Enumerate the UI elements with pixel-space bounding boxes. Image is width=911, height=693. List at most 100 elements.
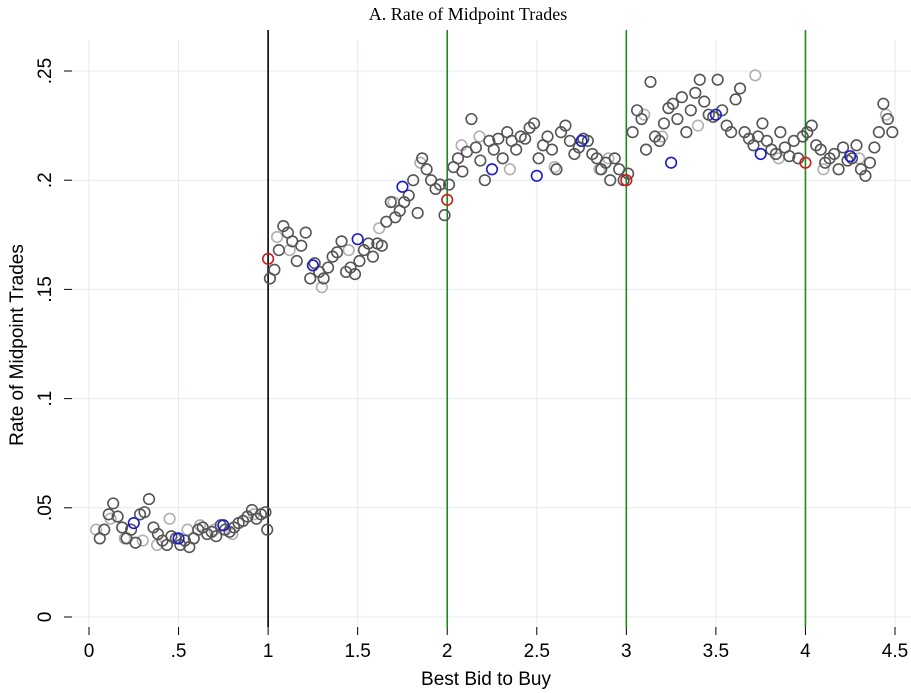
scatter-point [644, 75, 657, 89]
scatter-point [725, 126, 738, 139]
scatter-point [407, 174, 420, 187]
scatter-point [142, 492, 156, 506]
scatter-point [384, 195, 397, 209]
scatter-point [290, 254, 303, 268]
scatter-point [420, 163, 433, 176]
scatter-point [581, 134, 594, 147]
scatter-point [317, 272, 330, 285]
scatter-point [342, 243, 355, 257]
y-tick-label: 0 [35, 612, 56, 623]
x-tick-label: 1 [263, 641, 274, 662]
scatter-point [270, 230, 284, 244]
x-tick-label: 2 [442, 641, 453, 662]
scatter-point [295, 239, 308, 252]
scatter-point [442, 178, 456, 191]
scatter-point [304, 272, 317, 285]
scatter-point [492, 132, 505, 145]
y-tick-label: .05 [35, 495, 56, 521]
scatter-point [698, 95, 711, 108]
scatter-point [817, 163, 830, 176]
scatter-point [315, 281, 328, 294]
y-tick-label: .25 [35, 58, 56, 84]
scatter-point [473, 130, 486, 143]
scatter-point [261, 523, 274, 536]
scatter-point [172, 532, 185, 545]
scatter-point [620, 174, 633, 187]
scatter-point [532, 152, 545, 165]
scatter-point [478, 174, 491, 187]
scatter-point [805, 119, 818, 132]
scatter-point [709, 108, 722, 121]
x-tick-label: 3.5 [703, 641, 729, 662]
scatter-point [102, 508, 115, 521]
scatter-point [451, 152, 465, 165]
scatter-point [530, 169, 543, 182]
scatter-point [886, 126, 899, 139]
scatter-point [416, 152, 429, 165]
scatter-point [716, 104, 729, 117]
scatter-point [836, 141, 850, 154]
scatter-point [116, 521, 129, 534]
scatter-point [485, 163, 499, 176]
scatter-point [373, 222, 386, 235]
scatter-point [335, 235, 348, 248]
scatter-point [469, 141, 482, 154]
y-tick-label: .1 [35, 391, 56, 407]
scatter-point [487, 143, 500, 156]
scatter-point [863, 156, 877, 169]
y-tick-label: .2 [35, 172, 56, 188]
scatter-point [348, 268, 362, 281]
scatter-point [799, 156, 812, 169]
scatter-point [136, 534, 149, 547]
scatter-point [503, 163, 517, 176]
scatter-point [749, 69, 762, 82]
scatter-point [653, 134, 666, 147]
scatter-point [691, 119, 705, 132]
scatter-point [456, 165, 469, 178]
scatter-point [433, 178, 447, 191]
scatter-point [754, 147, 767, 161]
scatter-point [362, 237, 375, 250]
scatter-point [268, 263, 281, 276]
scatter-point [299, 226, 312, 239]
scatter-point [844, 150, 857, 163]
scatter-point [510, 143, 523, 156]
scatter-point [783, 150, 796, 163]
scatter-point [259, 506, 272, 519]
scatter-point [519, 132, 532, 145]
scatter-point [322, 261, 335, 274]
scatter-point [877, 97, 890, 110]
scatter-point [465, 112, 478, 126]
scatter-point [375, 239, 388, 252]
scatter-point [711, 73, 724, 86]
scatter-point [138, 506, 151, 519]
scatter-point [306, 259, 319, 272]
scatter-point [689, 86, 702, 99]
scatter-point [828, 147, 841, 161]
scatter-point [330, 246, 344, 259]
scatter-point [859, 169, 872, 182]
scatter-point [845, 152, 859, 165]
scatter-point [657, 117, 671, 130]
scatter-point [353, 254, 366, 268]
scatter-point [527, 117, 541, 130]
x-tick-label: 0 [84, 641, 95, 662]
scatter-point [575, 134, 588, 147]
scatter-point [693, 73, 706, 86]
scatter-point [541, 130, 554, 143]
scatter-point [872, 126, 885, 139]
x-tick-label: 1.5 [344, 641, 370, 662]
y-axis-title: Rate of Midpoint Trades [7, 244, 28, 446]
chart-title: A. Rate of Midpoint Trades [369, 4, 568, 24]
scatter-point [98, 523, 111, 536]
scatter-point [550, 163, 563, 176]
scatter-point [127, 516, 140, 530]
y-tick-label: .15 [35, 276, 56, 302]
scatter-point [626, 126, 639, 139]
scatter-point [680, 126, 693, 139]
scatter-point [675, 91, 688, 104]
scatter-point [707, 110, 720, 123]
scatter-point [881, 112, 894, 126]
scatter-point [639, 143, 653, 156]
